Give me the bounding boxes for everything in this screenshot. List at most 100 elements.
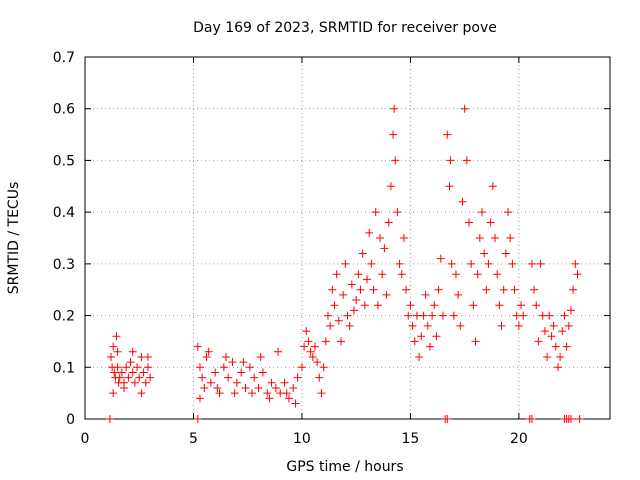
data-point xyxy=(390,104,399,113)
data-point xyxy=(198,373,207,382)
data-point xyxy=(146,373,155,382)
data-point xyxy=(371,208,380,217)
data-point xyxy=(536,259,545,268)
data-point xyxy=(445,182,454,191)
data-point xyxy=(213,383,222,392)
data-point xyxy=(347,280,356,289)
data-point xyxy=(475,234,484,242)
data-point xyxy=(395,259,404,268)
data-point xyxy=(339,290,348,299)
data-point xyxy=(399,234,408,242)
data-point xyxy=(284,394,293,403)
data-point xyxy=(391,156,400,165)
data-point xyxy=(245,363,254,372)
data-point xyxy=(449,311,458,320)
data-point xyxy=(241,383,250,392)
data-point xyxy=(510,285,519,294)
data-point xyxy=(493,270,502,279)
x-tick-label: 5 xyxy=(189,431,198,447)
data-point xyxy=(228,358,237,367)
data-point xyxy=(484,259,493,268)
data-point xyxy=(289,383,298,392)
data-point xyxy=(451,270,460,279)
data-point xyxy=(428,311,437,320)
data-point xyxy=(206,378,215,387)
data-point xyxy=(363,275,372,284)
data-point xyxy=(110,368,119,377)
data-point xyxy=(430,301,439,310)
data-point xyxy=(527,259,536,268)
data-point xyxy=(443,415,452,423)
data-point xyxy=(297,363,306,372)
data-point xyxy=(254,383,263,392)
data-point xyxy=(195,394,204,403)
data-point xyxy=(317,389,326,398)
plot-frame xyxy=(84,56,611,420)
data-point xyxy=(323,311,332,320)
data-point xyxy=(519,311,528,320)
data-point xyxy=(341,259,350,268)
data-point xyxy=(432,332,441,341)
data-point xyxy=(527,415,536,423)
data-point xyxy=(556,352,565,361)
data-point xyxy=(248,389,257,398)
y-tick-label: 0.1 xyxy=(53,360,75,376)
data-point xyxy=(122,363,131,372)
data-point xyxy=(219,363,228,372)
data-point xyxy=(506,234,515,242)
data-point xyxy=(143,363,152,372)
data-point xyxy=(482,285,491,294)
data-point xyxy=(126,358,135,367)
data-point xyxy=(491,234,500,242)
data-point xyxy=(313,358,322,367)
data-point xyxy=(256,352,265,361)
data-point xyxy=(274,347,283,356)
data-point xyxy=(237,368,246,377)
data-point xyxy=(350,306,359,315)
data-point xyxy=(230,389,239,398)
data-point xyxy=(393,208,402,217)
data-point xyxy=(224,373,233,382)
data-point xyxy=(569,285,578,294)
data-point xyxy=(265,394,274,403)
data-point xyxy=(258,368,267,377)
data-point xyxy=(128,368,137,377)
data-point xyxy=(517,301,526,310)
data-point xyxy=(334,316,343,325)
data-point xyxy=(291,399,300,408)
data-point xyxy=(139,368,148,377)
data-point xyxy=(332,270,341,279)
data-point xyxy=(547,332,556,341)
data-point xyxy=(421,290,430,299)
data-point xyxy=(124,373,133,382)
data-point xyxy=(404,311,413,320)
data-point xyxy=(330,301,339,310)
data-point xyxy=(532,301,541,310)
data-point xyxy=(300,342,309,351)
data-point xyxy=(280,378,289,387)
data-point xyxy=(497,321,506,330)
data-point xyxy=(326,321,335,330)
data-point xyxy=(193,415,202,423)
data-point xyxy=(571,259,580,268)
data-point xyxy=(549,321,558,330)
data-point xyxy=(115,373,124,382)
data-point xyxy=(308,352,317,361)
data-point xyxy=(211,368,220,377)
data-point xyxy=(373,301,382,310)
x-tick-label: 20 xyxy=(510,431,528,447)
data-point xyxy=(113,363,122,372)
data-point xyxy=(267,378,276,387)
data-point xyxy=(460,104,469,113)
x-axis-label: GPS time / hours xyxy=(286,459,403,475)
data-point xyxy=(117,368,126,377)
data-point xyxy=(328,285,337,294)
chart-title: Day 169 of 2023, SRMTID for receiver pov… xyxy=(193,20,497,36)
x-tick-label: 15 xyxy=(401,431,419,447)
data-point xyxy=(321,337,330,346)
data-points xyxy=(105,104,584,423)
data-point xyxy=(360,301,369,310)
data-point xyxy=(551,342,560,351)
y-tick-label: 0.5 xyxy=(53,153,75,169)
data-point xyxy=(222,352,231,361)
